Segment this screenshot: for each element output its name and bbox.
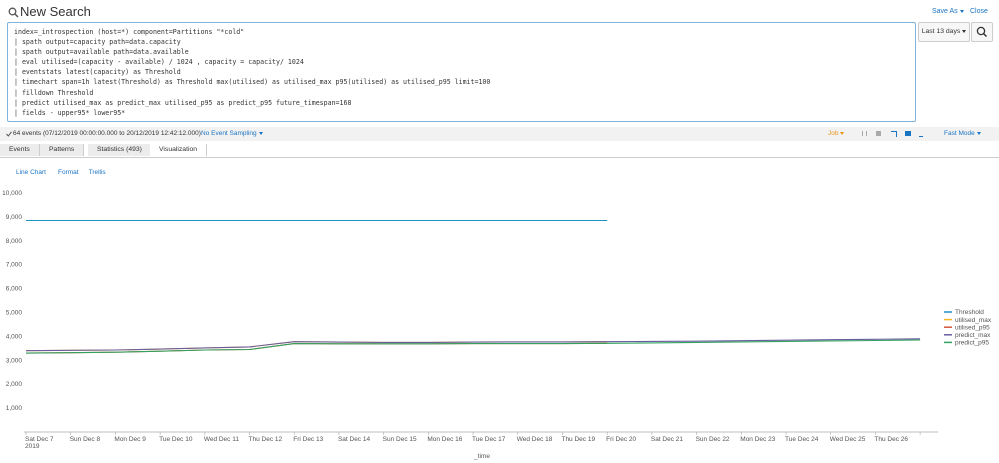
y-tick-label: 8,000 [6,238,23,245]
x-sublabel: 2019 [25,443,40,450]
status-bar [0,127,999,141]
viz-toolbar: Line Chart Format Trellis [16,169,106,176]
x-tick-label: Mon Dec 9 [114,436,146,443]
x-tick-label: Thu Dec 19 [561,436,595,443]
x-tick-label: Sun Dec 8 [70,436,101,443]
x-tick-label: Tue Dec 17 [472,436,506,443]
x-tick-label: Sat Dec 7 [25,436,54,443]
query-line: | predict utilised_max as predict_max ut… [14,98,352,107]
y-tick-label: 9,000 [6,214,23,221]
query-line: | timechart span=1h latest(Threshold) as… [14,78,491,87]
legend-label: utilised_p95 [955,324,990,331]
query-line: | spath output=available path=data.avail… [14,48,189,57]
page-title: New Search [20,4,91,19]
query-line: | eventstats latest(capacity) as Thresho… [14,68,181,77]
viz-button[interactable]: Trellis [88,169,106,176]
y-tick-label: 3,000 [6,357,23,364]
tab[interactable]: Patterns [40,144,85,156]
search-button[interactable] [971,22,993,42]
series-line [25,338,921,352]
mode-menu[interactable]: Fast Mode [944,130,981,137]
series-line [25,339,921,354]
legend-label: predict_p95 [955,340,989,347]
tab[interactable]: Statistics (493) [88,144,152,156]
search-icon [8,7,19,18]
y-tick-label: 1,000 [6,405,23,412]
x-tick-label: Wed Dec 25 [830,436,866,443]
query-line: | spath output=capacity path=data.capaci… [14,38,181,47]
sampling-menu[interactable]: No Event Sampling [201,130,263,137]
y-tick-label: 4,000 [6,333,23,340]
query-line: | filldown Threshold [14,88,94,97]
viz-button[interactable]: Format [58,169,79,176]
save-as-label: Save As [932,8,958,15]
viz-button[interactable]: Line Chart [16,169,46,176]
tab-bar: Events Patterns Statistics (493) Visualizat… [0,144,999,158]
legend-label: Threshold [955,309,984,316]
x-tick-label: Tue Dec 24 [785,436,819,443]
x-tick-label: Sat Dec 21 [651,436,684,443]
query-line: | fields - upper95* lower95* [14,108,126,117]
sampling-label: No Event Sampling [201,130,257,137]
save-as-button[interactable]: Save As [932,8,964,15]
x-tick-label: Tue Dec 10 [159,436,193,443]
print-icon[interactable] [905,131,911,136]
job-label: Job [828,130,839,137]
close-button[interactable]: Close [970,8,988,15]
chart: 1,000 2,000 3,000 4,000 5,000 6,000 7,000 8,000… [2,190,992,460]
x-tick-label: Sat Dec 14 [338,436,371,443]
x-tick-label: Thu Dec 12 [249,436,283,443]
search-button-icon [976,26,988,38]
check-icon [6,131,12,137]
query-line: index=_introspection (host=*) component=… [14,28,245,36]
x-tick-label: Mon Dec 23 [740,436,775,443]
x-axis-title: _time [473,453,490,460]
pause-icon[interactable] [862,131,867,136]
query-line: | eval utilised=(capacity - available) /… [14,58,304,67]
x-tick-label: Thu Dec 26 [874,436,908,443]
time-range: Last 13 days [921,28,961,35]
mode-label: Fast Mode [944,130,975,137]
x-tick-label: Fri Dec 13 [293,436,323,443]
event-count: 64 events (07/12/2019 00:00:00.000 to 20… [13,130,201,137]
export-icon[interactable] [919,130,923,137]
share-icon[interactable] [891,131,897,137]
legend-label: utilised_max [955,317,992,324]
legend-label: predict_max [955,332,991,339]
x-tick-label: Sun Dec 22 [696,436,730,443]
x-tick-label: Wed Dec 18 [517,436,553,443]
query: index=_introspection (host=*) component=… [14,27,490,118]
y-tick-label: 6,000 [6,286,23,293]
series-line [25,342,608,354]
y-tick-label: 7,000 [6,262,23,269]
x-tick-label: Wed Dec 11 [204,436,240,443]
tab[interactable]: Visualization [150,144,208,156]
search-box[interactable]: index=_introspection (host=*) component=… [7,22,916,122]
stop-icon[interactable] [876,131,881,136]
time-picker[interactable]: Last 13 days [918,22,970,42]
x-tick-label: Fri Dec 20 [606,436,636,443]
y-tick-label: 10,000 [2,190,22,197]
y-tick-label: 5,000 [6,310,23,317]
x-tick-label: Mon Dec 16 [427,436,462,443]
tab[interactable]: Events [0,144,40,156]
y-tick-label: 2,000 [6,381,23,388]
job-menu[interactable]: Job [828,130,845,137]
x-tick-label: Sun Dec 15 [383,436,417,443]
